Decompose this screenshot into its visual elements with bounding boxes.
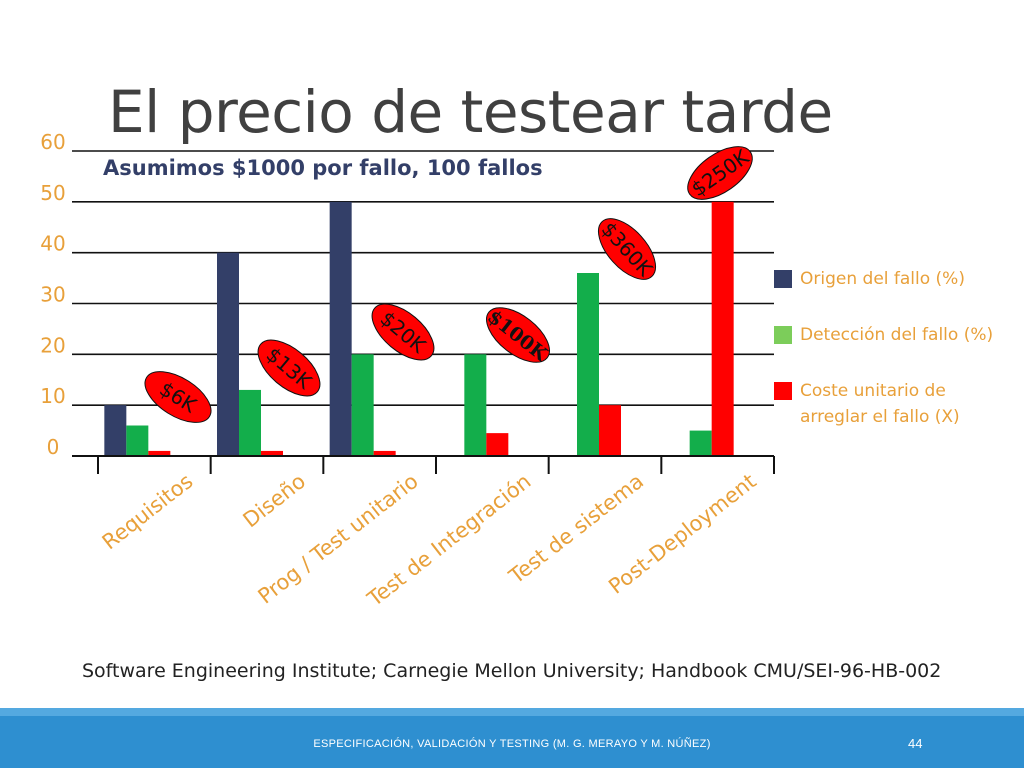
bar bbox=[351, 354, 374, 456]
y-tick-label: 10 bbox=[40, 384, 65, 408]
y-tick-label: 50 bbox=[40, 181, 65, 205]
legend-label: Detección del fallo (%) bbox=[800, 325, 994, 345]
bar bbox=[239, 389, 261, 456]
legend-item: Origen del fallo (%) bbox=[774, 266, 1014, 292]
bar bbox=[126, 425, 149, 456]
bar bbox=[104, 405, 127, 456]
chart-title: Asumimos $1000 por fallo, 100 fallos bbox=[103, 156, 543, 180]
x-tick-label: Diseño bbox=[239, 469, 311, 532]
y-tick-label: 30 bbox=[40, 283, 65, 307]
y-tick-label: 40 bbox=[40, 232, 65, 256]
legend-item: Coste unitario de arreglar el fallo (X) bbox=[774, 378, 1014, 430]
bar bbox=[577, 273, 599, 456]
legend-item: Detección del fallo (%) bbox=[774, 322, 1014, 348]
slide-title: El precio de testear tarde bbox=[108, 78, 833, 146]
bar bbox=[261, 450, 283, 456]
bar bbox=[217, 252, 239, 456]
bar bbox=[464, 354, 487, 456]
source-citation: Software Engineering Institute; Carnegie… bbox=[82, 660, 942, 682]
cost-badge-shape bbox=[486, 307, 550, 363]
footer-bar bbox=[0, 708, 1024, 768]
cost-badge-shape bbox=[687, 146, 753, 200]
y-tick-label: 20 bbox=[40, 333, 65, 357]
legend-swatch bbox=[774, 382, 792, 400]
legend-swatch bbox=[774, 270, 792, 288]
cost-badge: $250K bbox=[687, 144, 754, 201]
cost-badge: $360K bbox=[597, 217, 658, 281]
chart-bars bbox=[104, 201, 734, 456]
bar bbox=[486, 433, 509, 456]
chart-gridlines bbox=[72, 150, 774, 406]
footer-strip bbox=[0, 708, 1024, 716]
bar bbox=[599, 405, 621, 456]
bar bbox=[711, 201, 734, 456]
y-tick-label: 0 bbox=[47, 435, 60, 459]
chart-axes bbox=[72, 455, 775, 474]
cost-badge-shape bbox=[597, 218, 657, 280]
cost-badge-shape bbox=[144, 371, 212, 423]
bar bbox=[329, 201, 352, 456]
legend-swatch bbox=[774, 326, 792, 344]
x-tick-label: Requisitos bbox=[98, 469, 198, 554]
legend-label: Origen del fallo (%) bbox=[800, 269, 965, 289]
bar bbox=[373, 450, 396, 456]
bar bbox=[689, 430, 712, 456]
cost-badge-shape bbox=[257, 339, 321, 397]
cost-badge: $20K bbox=[371, 303, 435, 361]
footer-text: ESPECIFICACIÓN, VALIDACIÓN Y TESTING (M.… bbox=[313, 738, 711, 750]
cost-badge-shape bbox=[371, 303, 435, 361]
cost-badge: $6K bbox=[144, 371, 212, 423]
cost-badge: $100K bbox=[483, 306, 552, 367]
bar bbox=[148, 450, 171, 456]
legend-label: Coste unitario de arreglar el fallo (X) bbox=[800, 381, 960, 427]
page-number: 44 bbox=[908, 736, 923, 751]
chart-legend: Origen del fallo (%) Detección del fallo … bbox=[774, 266, 1014, 430]
y-tick-label: 60 bbox=[40, 130, 65, 154]
